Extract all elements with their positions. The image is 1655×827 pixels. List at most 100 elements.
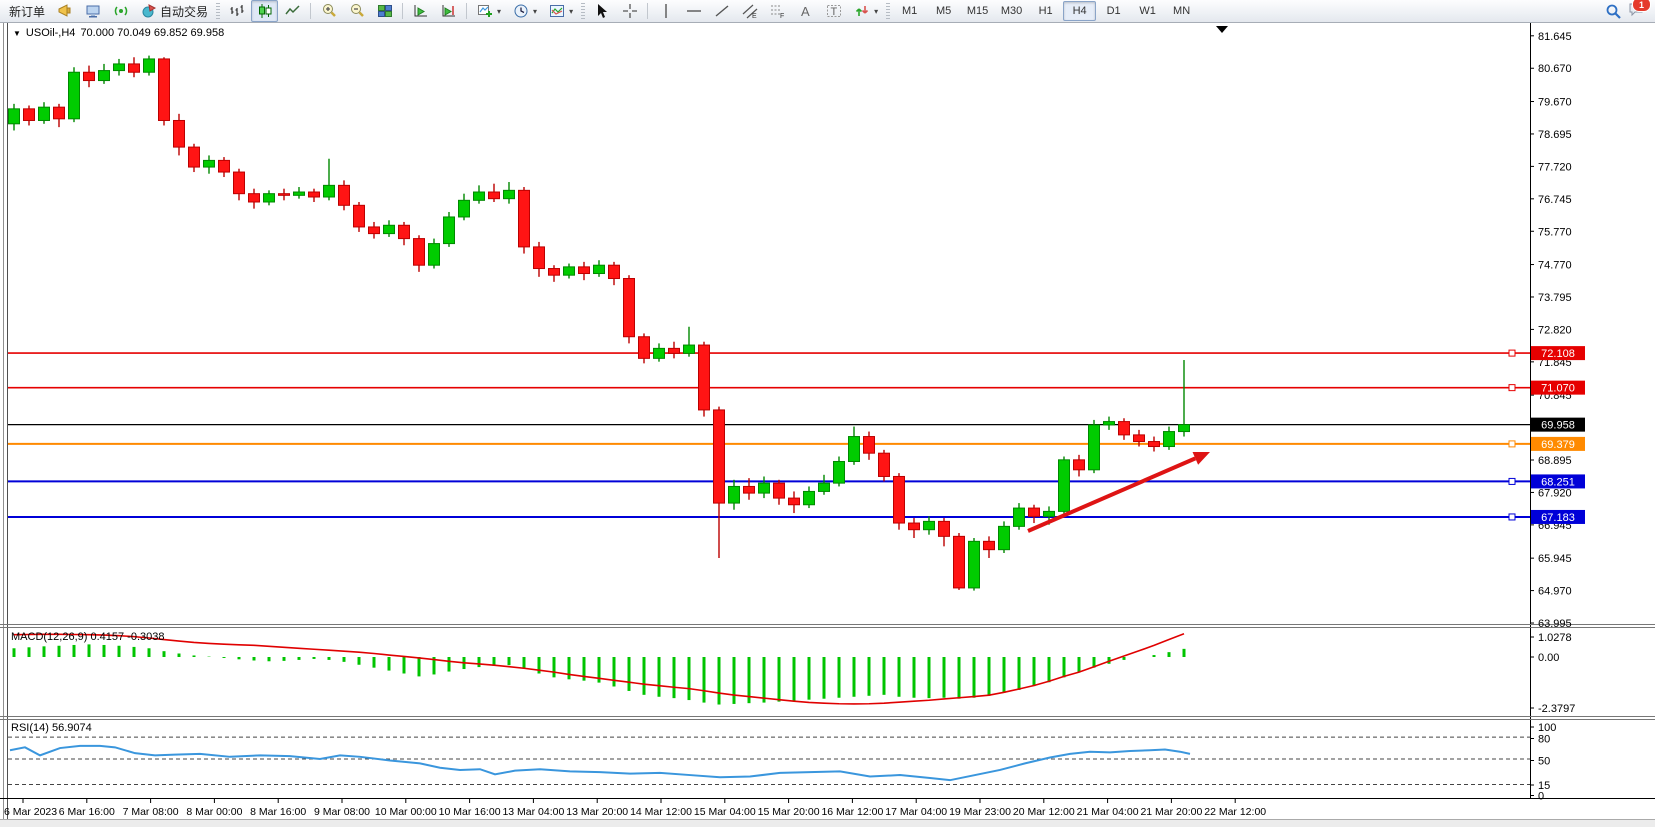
svg-text:63.995: 63.995 — [1538, 618, 1572, 630]
svg-text:17 Mar 04:00: 17 Mar 04:00 — [885, 806, 947, 818]
megaphone-icon — [56, 3, 73, 20]
svg-text:74.770: 74.770 — [1538, 260, 1572, 272]
trend-arrow-annotation[interactable] — [1027, 451, 1210, 533]
line-chart-icon — [284, 3, 301, 20]
chart-symbol-period: USOil-,H4 — [25, 27, 76, 39]
chevron-down-icon: ▾ — [569, 6, 574, 16]
timeframe-button-W1[interactable]: W1 — [1139, 5, 1156, 17]
notifications-button[interactable]: 1 — [1628, 0, 1651, 21]
alerts-button[interactable] — [51, 0, 78, 22]
svg-text:72.820: 72.820 — [1538, 324, 1572, 336]
hline-67.183[interactable] — [8, 513, 1530, 521]
collapse-arrow-icon[interactable]: ▼ — [13, 28, 21, 38]
svg-text:E: E — [752, 13, 757, 19]
svg-text:81.645: 81.645 — [1538, 31, 1572, 43]
candlestick-chart-icon — [256, 3, 273, 20]
svg-text:75.770: 75.770 — [1538, 226, 1572, 238]
macd-indicator-label: MACD(12,26,9) 0.4157 -0.3038 — [11, 631, 165, 643]
terminal-button[interactable] — [79, 0, 106, 22]
rsi-indicator-label: RSI(14) 56.9074 — [11, 722, 92, 734]
svg-text:1.0278: 1.0278 — [1538, 632, 1572, 644]
svg-text:50: 50 — [1538, 756, 1550, 768]
indicators-button[interactable]: ▾ — [471, 0, 506, 22]
toolbar: 新订单 自动交易 — [0, 0, 1655, 23]
svg-text:78.695: 78.695 — [1538, 129, 1572, 141]
timeframe-button-M15[interactable]: M15 — [966, 5, 989, 17]
trendline-button[interactable] — [708, 0, 735, 22]
arrows-icon — [853, 3, 870, 20]
equidistant-channel-button[interactable]: E — [736, 0, 763, 22]
cursor-button[interactable] — [588, 0, 615, 22]
zoom-in-button[interactable] — [315, 0, 342, 22]
timeframe-button-M30[interactable]: M30 — [1000, 5, 1023, 17]
hline-71.07[interactable] — [8, 384, 1530, 392]
svg-text:67.183: 67.183 — [1541, 512, 1575, 524]
time-axis[interactable]: 6 Mar 2023 6 Mar 16:00 7 Mar 08:00 8 Mar 00… — [4, 799, 1266, 818]
add-indicator-icon — [476, 3, 493, 20]
zoom-in-icon — [320, 3, 337, 20]
svg-text:100: 100 — [1538, 722, 1556, 734]
bar-chart-icon — [228, 3, 245, 20]
toolbar-grip — [581, 3, 586, 19]
bar-chart-button[interactable] — [223, 0, 250, 22]
auto-trading-icon — [140, 3, 157, 20]
arrows-button[interactable]: ▾ — [848, 0, 883, 22]
templates-button[interactable]: ▾ — [543, 0, 578, 22]
crosshair-icon — [621, 3, 638, 20]
timeframe-button-M5[interactable]: M5 — [935, 5, 952, 17]
tile-windows-button[interactable] — [371, 0, 398, 22]
vertical-line-button[interactable] — [652, 0, 679, 22]
timeframe-button-D1[interactable]: D1 — [1106, 5, 1121, 17]
auto-trading-label: 自动交易 — [160, 4, 209, 19]
hline-72.108[interactable] — [8, 349, 1530, 357]
periods-button[interactable]: ▾ — [507, 0, 542, 22]
zoom-out-icon — [348, 3, 365, 20]
svg-text:10 Mar 00:00: 10 Mar 00:00 — [375, 806, 437, 818]
toolbar-separator — [647, 3, 649, 19]
candlestick-chart-button[interactable] — [251, 0, 279, 22]
new-order-button[interactable]: 新订单 — [4, 0, 50, 22]
svg-text:F: F — [780, 13, 784, 19]
svg-text:15 Mar 04:00: 15 Mar 04:00 — [694, 806, 756, 818]
svg-text:10 Mar 16:00: 10 Mar 16:00 — [439, 806, 501, 818]
template-icon — [548, 3, 565, 20]
chart-shift-marker[interactable] — [1216, 26, 1228, 33]
toolbar-right-group: 1 — [1605, 0, 1651, 21]
svg-text:22 Mar 12:00: 22 Mar 12:00 — [1204, 806, 1266, 818]
hline-69.379[interactable] — [8, 440, 1530, 448]
timeframe-button-MN[interactable]: MN — [1173, 5, 1191, 17]
crosshair-button[interactable] — [616, 0, 643, 22]
zoom-out-button[interactable] — [343, 0, 370, 22]
text-label-button[interactable]: T — [820, 0, 847, 22]
line-chart-button[interactable] — [279, 0, 306, 22]
svg-text:69.958: 69.958 — [1541, 420, 1575, 432]
tile-windows-icon — [376, 3, 393, 20]
svg-text:80: 80 — [1538, 734, 1550, 746]
timeframe-button-H4[interactable]: H4 — [1063, 1, 1097, 21]
fibonacci-button[interactable]: F — [764, 0, 791, 22]
auto-scroll-button[interactable] — [407, 0, 434, 22]
chart-shift-button[interactable] — [435, 0, 462, 22]
price-tag-69.958: 69.958 — [1531, 417, 1585, 432]
signal-icon — [112, 3, 129, 20]
timeframe-button-M1[interactable]: M1 — [901, 5, 918, 17]
search-icon[interactable] — [1605, 3, 1622, 20]
timeframe-button-H1[interactable]: H1 — [1038, 5, 1053, 17]
price-tag-72.108: 72.108 — [1531, 346, 1585, 361]
svg-text:21 Mar 04:00: 21 Mar 04:00 — [1077, 806, 1139, 818]
text-button[interactable]: A — [792, 0, 819, 22]
svg-text:72.108: 72.108 — [1541, 348, 1575, 360]
hline-68.251[interactable] — [8, 477, 1530, 485]
price-axis[interactable]: 81.645 80.670 79.670 78.695 77.720 76.745 75.7… — [1530, 31, 1572, 630]
svg-text:8 Mar 16:00: 8 Mar 16:00 — [250, 806, 306, 818]
svg-text:21 Mar 20:00: 21 Mar 20:00 — [1140, 806, 1202, 818]
svg-text:68.251: 68.251 — [1541, 476, 1575, 488]
svg-text:9 Mar 08:00: 9 Mar 08:00 — [314, 806, 370, 818]
horizontal-line-button[interactable] — [680, 0, 707, 22]
price-tag-71.070: 71.070 — [1531, 380, 1585, 395]
auto-trading-button[interactable]: 自动交易 — [135, 0, 213, 22]
fibonacci-icon: F — [769, 3, 786, 20]
signals-button[interactable] — [107, 0, 134, 22]
price-tag-67.183: 67.183 — [1531, 509, 1585, 524]
